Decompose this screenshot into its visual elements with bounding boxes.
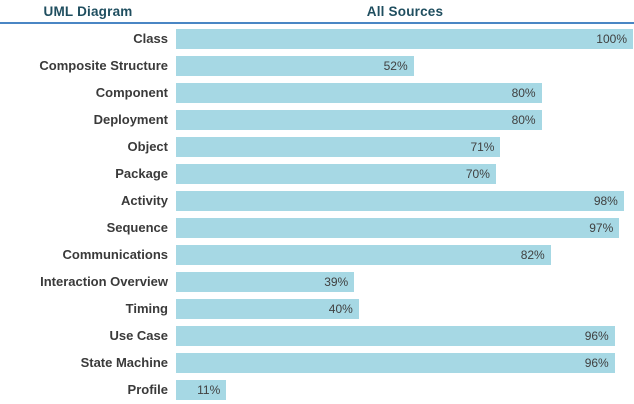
bar-track: 71% [176,136,633,157]
value-label: 39% [324,274,349,289]
value-label: 52% [383,58,408,73]
bar: 52% [176,55,414,76]
category-label: Timing [125,301,168,316]
bar-track: 98% [176,190,633,211]
category-label: Deployment [93,112,168,127]
chart-row: Class 100% [0,25,634,52]
chart-rows: Class 100% Composite Structure 52% Compo… [0,24,634,403]
bar: 96% [176,325,615,346]
bar: 100% [176,28,633,49]
category-label: Component [95,85,168,100]
bar-track: 96% [176,325,633,346]
bar-track: 70% [176,163,633,184]
bar: 98% [176,190,624,211]
value-label: 11% [197,382,221,397]
value-label: 98% [593,193,618,208]
chart-row: Communications 82% [0,241,634,268]
bar-track: 40% [176,298,633,319]
bar-track: 39% [176,271,633,292]
bar-track: 52% [176,55,633,76]
bar: 39% [176,271,355,292]
bar: 40% [176,298,359,319]
category-label: Profile [127,382,168,397]
value-label: 97% [589,220,614,235]
value-label: 80% [511,85,536,100]
bar: 11% [176,379,227,400]
value-label: 96% [584,355,609,370]
bar-track: 100% [176,28,633,49]
bar-track: 96% [176,352,633,373]
bar: 82% [176,244,551,265]
value-label: 71% [470,139,495,154]
category-label: Communications [62,247,168,262]
bar: 96% [176,352,615,373]
category-label: Object [127,139,168,154]
category-label: Class [133,31,168,46]
bar: 80% [176,109,542,130]
category-label: Package [115,166,168,181]
bar: 71% [176,136,501,157]
bar: 80% [176,82,542,103]
value-label: 100% [596,31,627,46]
value-label: 80% [511,112,536,127]
chart-row: Component 80% [0,79,634,106]
category-axis-title: UML Diagram [43,3,133,19]
chart-row: State Machine 96% [0,349,634,376]
value-label: 82% [520,247,545,262]
chart-row: Sequence 97% [0,214,634,241]
bar-track: 80% [176,82,633,103]
chart-title: All Sources [366,3,444,19]
chart-header: UML Diagram All Sources [0,0,634,22]
chart-row: Deployment 80% [0,106,634,133]
chart-row: Interaction Overview 39% [0,268,634,295]
value-label: 96% [584,328,609,343]
bar: 97% [176,217,620,238]
value-label: 70% [465,166,490,181]
value-label: 40% [328,301,353,316]
bar: 70% [176,163,496,184]
category-label: Interaction Overview [40,274,168,289]
header-divider [0,22,634,24]
chart-row: Timing 40% [0,295,634,322]
chart-row: Activity 98% [0,187,634,214]
bar-track: 82% [176,244,633,265]
chart-row: Package 70% [0,160,634,187]
chart-row: Composite Structure 52% [0,52,634,79]
bar-track: 97% [176,217,633,238]
bar-track: 80% [176,109,633,130]
category-label: State Machine [80,355,168,370]
category-label: Sequence [106,220,168,235]
chart-row: Use Case 96% [0,322,634,349]
chart-row: Profile 11% [0,376,634,403]
chart-row: Object 71% [0,133,634,160]
bar-track: 11% [176,379,633,400]
category-label: Composite Structure [39,58,168,73]
category-label: Use Case [109,328,168,343]
category-label: Activity [121,193,168,208]
